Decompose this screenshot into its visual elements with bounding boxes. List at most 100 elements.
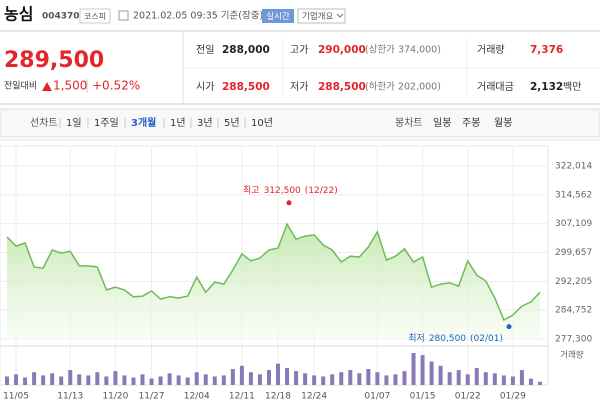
volume-bar [492,373,497,385]
low-label: 최저 [408,333,425,344]
tab-group-label: 봉차트 [395,117,423,129]
volume-bar [41,375,46,385]
volume-bar [465,374,470,385]
volume-bar [122,375,127,385]
volume-bar [294,371,299,385]
y-tick-label: 284,752 [555,306,592,316]
stat-label: 시가 [196,81,214,93]
tab[interactable]: 월봉 [494,117,512,129]
tab[interactable]: 1주일 [94,117,119,129]
low-dot [506,324,512,330]
tab[interactable]: 일봉 [433,117,451,129]
volume-bar [366,369,371,385]
stat-label: 저가 [290,81,308,93]
tab[interactable]: 1년 [170,117,186,129]
volume-bar [167,373,172,385]
stat-value: 290,000 [318,44,366,56]
tab[interactable]: 10년 [251,117,273,129]
stat-note: (하한가 202,000) [365,81,441,93]
tab[interactable]: 5년 [224,117,240,129]
volume-bar [95,372,100,385]
stat-label: 고가 [290,44,308,56]
change-label: 전일대비 [4,81,37,92]
tabs: 선차트 1일 1주일 3개월 1년 3년 5년 10년 봉차트 일봉 주봉 월봉 [30,116,512,129]
volume-bar [131,377,136,385]
volume-bar [50,373,55,385]
volume-bar [339,372,344,385]
volume-bar [303,373,308,385]
volume-bar [113,371,118,385]
volume-bar [203,374,208,385]
volume-bar [393,374,398,385]
low-annotation: 최저 280,500 (02/01) [408,333,503,344]
volume-bar [32,372,37,385]
volume-bar [140,374,145,385]
dropdown-arrow [336,13,344,18]
stat-value: 7,376 [530,44,563,56]
volume-bar [483,372,488,385]
tab[interactable]: 1일 [66,117,82,129]
stat-label: 거래량 [477,44,505,56]
volume-bar [86,375,91,385]
y-tick-label: 277,300 [555,335,592,345]
high-value_label: 312,500 [264,186,301,196]
volume-bar [176,375,181,385]
plot-frame [0,145,549,386]
volume-bar [384,375,389,385]
volume-bar [276,363,281,385]
volume-label: 거래량 [560,350,584,361]
volume-bar [411,353,416,385]
x-tick-label: 01/22 [455,392,481,402]
y-tick-label: 307,109 [555,219,592,229]
volume-bar [68,370,73,385]
price-line [6,222,541,322]
volume-bar [285,367,290,385]
volume-bar [149,378,154,385]
change-pct: +0.52% [92,79,140,93]
y-tick-label: 322,014 [555,162,592,172]
stat-value: 288,500 [222,81,270,93]
volume-bar [429,361,434,385]
volume-bar [158,376,163,385]
volume-bar [330,374,335,385]
stats: 전일 288,000 고가 290,000 (상한가 374,000) 거래량 7,376 시… [196,44,581,93]
x-tick-label: 12/24 [301,392,327,402]
overview[interactable]: 기업개요 [302,11,333,22]
stat-value: 288,000 [222,44,270,56]
volume-bar [194,372,199,385]
tab-bar [0,108,600,138]
volume-bar [248,372,253,385]
market-badge [79,8,111,24]
volume-bar [5,376,9,385]
volume-bar [266,370,271,385]
volume-bar [474,367,479,385]
volume-bar [510,376,515,385]
volume-bar [77,374,82,385]
volume-bar [375,372,380,385]
tab[interactable]: 3년 [197,117,213,129]
overview-button[interactable] [297,8,346,24]
volume-bar [185,377,190,385]
tab[interactable]: 3개월 [131,116,156,129]
volume-bar [438,365,443,385]
stat-value: 288,500 [318,81,366,93]
realtime[interactable]: 실시간 [266,11,290,22]
stat-label: 전일 [196,44,214,56]
volume-bar [402,371,407,385]
stat-label: 거래대금 [477,81,514,93]
volume-bar [23,377,28,385]
up-arrow [42,82,52,91]
volume-bar [348,370,353,385]
volume-bar [212,376,217,385]
x-tick-label: 11/13 [57,392,83,402]
realtime-button[interactable] [262,9,294,23]
change: 1,500 [53,79,87,93]
current-price: 289,500 [4,48,104,73]
x-tick-label: 12/18 [265,392,291,402]
volume-bar [538,381,542,385]
volume-bar [257,374,262,385]
tab[interactable]: 주봉 [462,117,480,129]
volume-bar [321,376,326,385]
